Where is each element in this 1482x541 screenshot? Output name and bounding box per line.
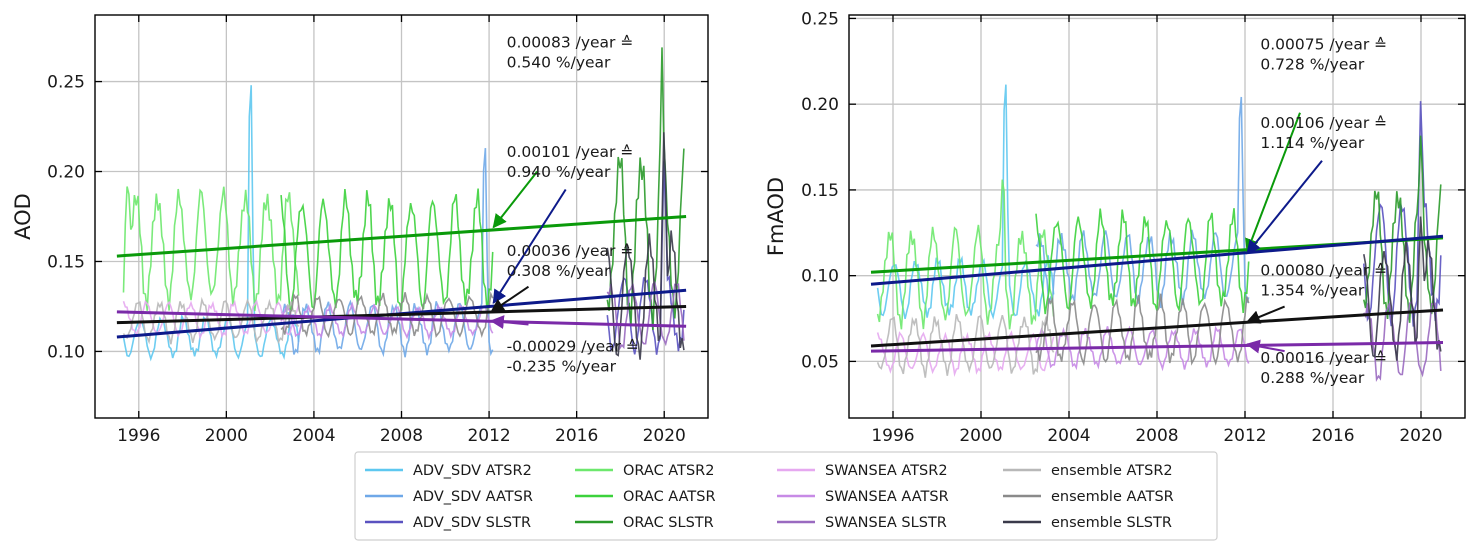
- fmaod-panel: 1996 2000 2004 2008 2012 2016 2020 0.05 0.10 0.15…: [764, 9, 1465, 446]
- x-tick-label: 1996: [871, 426, 914, 446]
- legend-label: ADV_SDV ATSR2: [413, 463, 532, 479]
- annotation-line2: 0.288 %/year: [1260, 369, 1364, 387]
- legend-label: ADV_SDV AATSR: [413, 489, 533, 505]
- y-tick-label: 0.25: [801, 9, 839, 29]
- y-tick-label: 0.15: [801, 181, 839, 201]
- annotation-line1: 0.00036 /year ≙: [507, 242, 634, 260]
- annotation-line2: -0.235 %/year: [507, 357, 617, 375]
- annotation-line2: 0.940 %/year: [507, 163, 611, 181]
- annotation-line1: 0.00016 /year ≙: [1260, 349, 1387, 367]
- legend-label: ORAC ATSR2: [623, 463, 714, 479]
- x-tick-label: 2012: [1223, 426, 1266, 446]
- x-tick-label: 2008: [1135, 426, 1178, 446]
- legend-label: SWANSEA AATSR: [825, 489, 949, 505]
- legend-label: ensemble ATSR2: [1051, 463, 1173, 479]
- annotation-line2: 0.728 %/year: [1260, 55, 1364, 73]
- annotation-line2: 0.308 %/year: [507, 262, 611, 280]
- y-tick-label: 0.10: [47, 342, 85, 362]
- y-axis-title: FmAOD: [764, 177, 788, 256]
- legend-label: ADV_SDV SLSTR: [413, 515, 531, 531]
- legend-label: ensemble SLSTR: [1051, 515, 1172, 531]
- x-tick-label: 1996: [117, 426, 160, 446]
- annotation-line1: 0.00075 /year ≙: [1260, 35, 1387, 53]
- x-tick-label: 2020: [643, 426, 686, 446]
- annotation-line1: 0.00106 /year ≙: [1260, 114, 1387, 132]
- annotation-line2: 1.354 %/year: [1260, 282, 1364, 300]
- x-tick-label: 2020: [1399, 426, 1442, 446]
- x-tick-label: 2000: [205, 426, 248, 446]
- x-tick-label: 2000: [959, 426, 1002, 446]
- y-tick-label: 0.05: [801, 352, 839, 372]
- annotation-line1: 0.00101 /year ≙: [507, 143, 634, 161]
- legend-label: ORAC SLSTR: [623, 515, 714, 531]
- legend-label: SWANSEA ATSR2: [825, 463, 948, 479]
- x-tick-label: 2004: [292, 426, 335, 446]
- annotation-line1: -0.00029 /year ≙: [507, 337, 639, 355]
- legend-label: ORAC AATSR: [623, 489, 716, 505]
- x-tick-label: 2016: [555, 426, 598, 446]
- x-tick-label: 2016: [1311, 426, 1354, 446]
- x-tick-label: 2012: [467, 426, 510, 446]
- annotation-line1: 0.00083 /year ≙: [507, 33, 634, 51]
- annotation-line2: 1.114 %/year: [1260, 134, 1364, 152]
- annotation-arrow: [1247, 161, 1322, 254]
- y-tick-label: 0.20: [801, 95, 839, 115]
- legend-label: ensemble AATSR: [1051, 489, 1174, 505]
- y-tick-label: 0.20: [47, 163, 85, 183]
- grid: [95, 15, 708, 418]
- x-tick-label: 2004: [1047, 426, 1090, 446]
- series-line: [281, 189, 493, 315]
- y-axis-title: AOD: [11, 193, 35, 240]
- aod-panel: 1996 2000 2004 2008 2012 2016 2020 0.10 0.15 0.20…: [11, 15, 708, 446]
- annotation-line1: 0.00080 /year ≙: [1260, 262, 1387, 280]
- y-tick-label: 0.10: [801, 267, 839, 287]
- legend-label: SWANSEA SLSTR: [825, 515, 947, 531]
- legend: ADV_SDV ATSR2 ADV_SDV AATSR ADV_SDV SLSTR O…: [355, 452, 1217, 540]
- series-line: [878, 180, 1054, 330]
- y-tick-label: 0.15: [47, 252, 85, 272]
- x-tick-label: 2008: [380, 426, 423, 446]
- y-tick-label: 0.25: [47, 73, 85, 93]
- annotation-line2: 0.540 %/year: [507, 53, 611, 71]
